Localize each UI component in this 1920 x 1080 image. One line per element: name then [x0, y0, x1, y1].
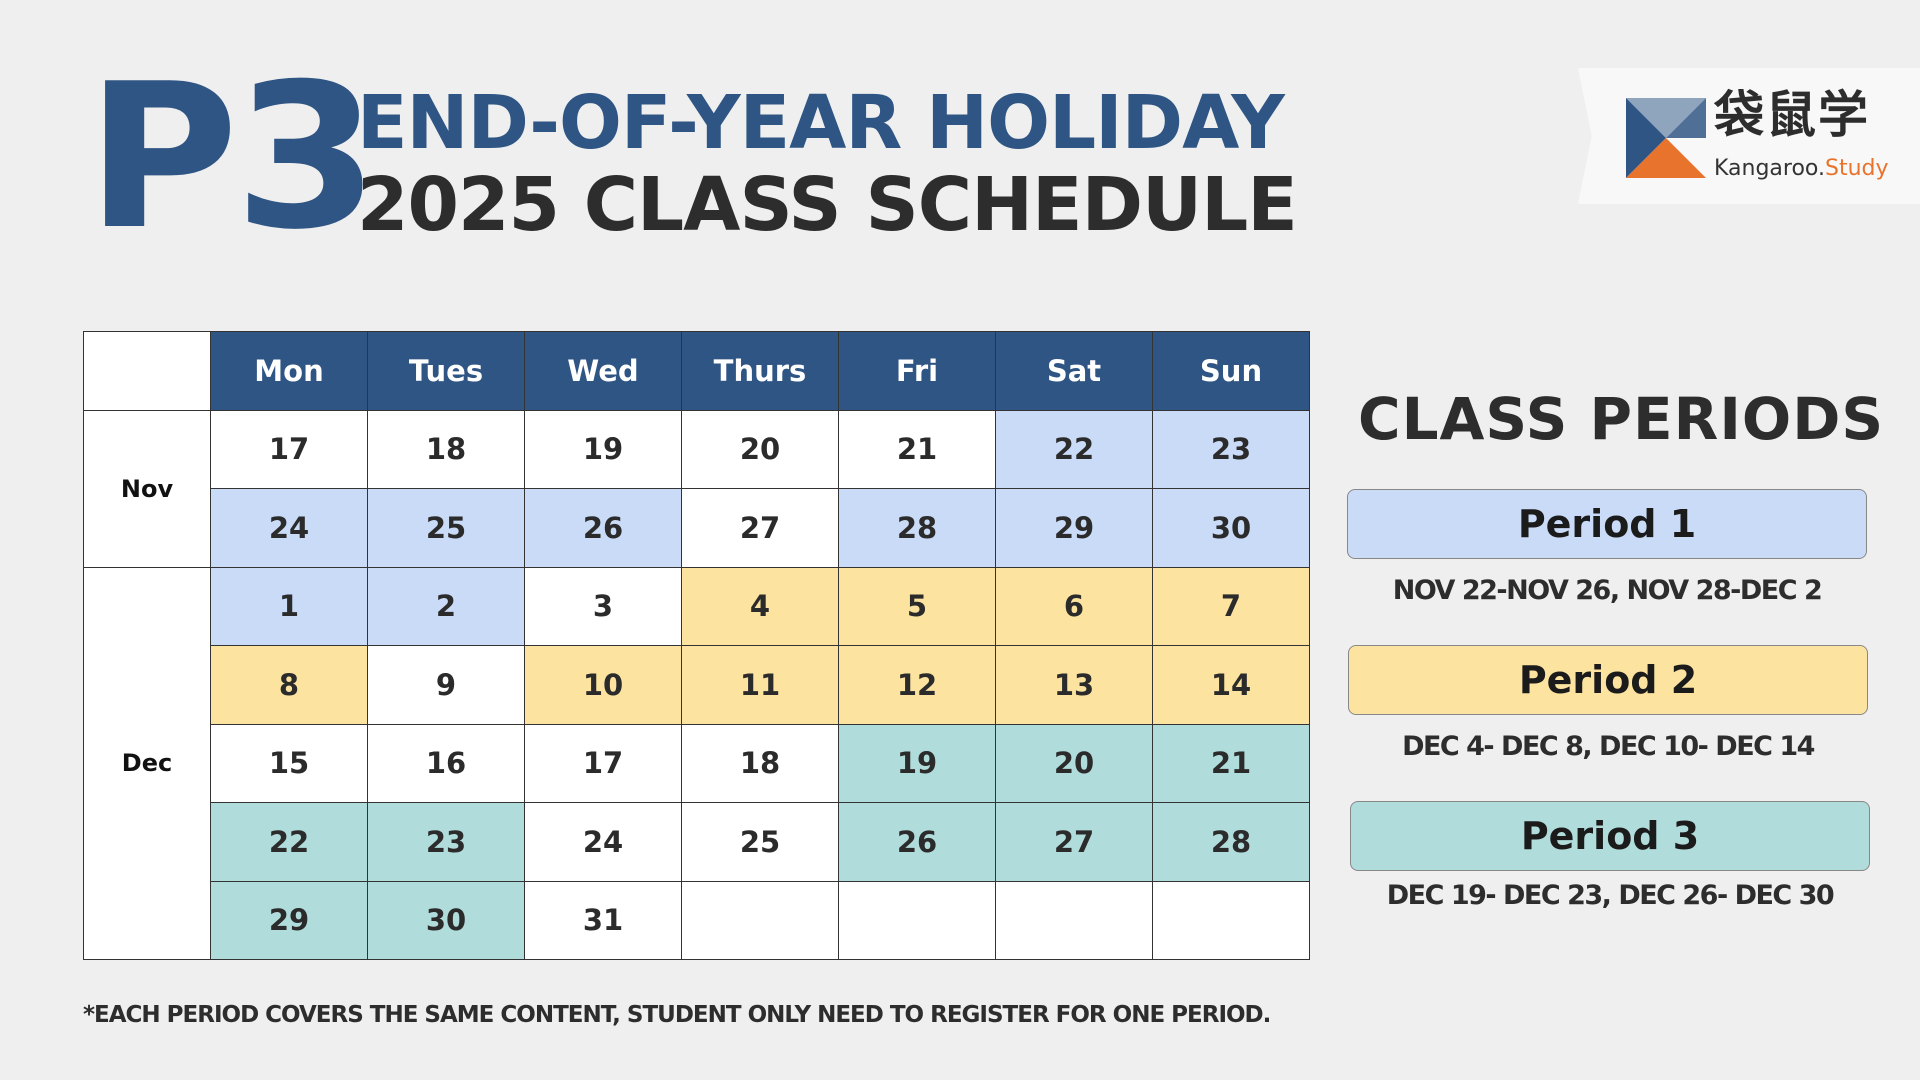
calendar-day-cell: 8 — [210, 645, 368, 725]
calendar-day-cell: 19 — [524, 409, 682, 489]
calendar-day-cell: 25 — [681, 802, 839, 882]
calendar-day-cell: 2 — [367, 566, 525, 646]
calendar-week-row: 8 9 10 11 12 13 14 — [84, 645, 1310, 725]
calendar-day-cell: 31 — [524, 880, 682, 960]
calendar-day-cell: 7 — [1152, 566, 1310, 646]
calendar-day-cell: 5 — [838, 566, 996, 646]
title-line-1: END-OF-YEAR HOLIDAY — [357, 80, 1285, 166]
calendar-day-cell: 27 — [995, 802, 1153, 882]
calendar-day-cell: 14 — [1152, 645, 1310, 725]
period-1-pill: Period 1 — [1347, 489, 1867, 559]
period-1-dates: NOV 22-NOV 26, NOV 28-DEC 2 — [1392, 575, 1823, 606]
calendar-week-row: Dec 1 2 3 4 5 6 7 — [83, 566, 1310, 960]
calendar-day-cell: 18 — [681, 723, 839, 803]
logo-english-text: Kangaroo.Study — [1714, 158, 1889, 180]
calendar-day-cell: 3 — [524, 566, 682, 646]
logo-english-suffix: Study — [1825, 156, 1889, 181]
class-periods-title: CLASS PERIODS — [1358, 385, 1885, 453]
calendar-day-cell: 16 — [367, 723, 525, 803]
calendar-day-cell: 29 — [995, 488, 1153, 568]
holiday-calendar: Mon Tues Wed Thurs Fri Sat Sun Nov 17 18 19… — [83, 331, 1310, 960]
weekday-header: Wed — [524, 331, 682, 411]
calendar-empty-cell — [838, 880, 996, 960]
period-2-pill: Period 2 — [1348, 645, 1868, 715]
weekday-header: Fri — [838, 331, 996, 411]
calendar-day-cell: 19 — [838, 723, 996, 803]
weekday-header: Sat — [995, 331, 1153, 411]
calendar-day-cell: 13 — [995, 645, 1153, 725]
calendar-day-cell: 22 — [995, 409, 1153, 489]
weekday-header-row: Mon Tues Wed Thurs Fri Sat Sun — [83, 331, 1310, 411]
kangaroo-logo-icon — [1626, 98, 1706, 178]
calendar-day-cell: 17 — [524, 723, 682, 803]
calendar-day-cell: 26 — [838, 802, 996, 882]
title-line-2: 2025 CLASS SCHEDULE — [357, 162, 1298, 248]
calendar-week-row: 22 23 24 25 26 27 28 — [84, 802, 1310, 882]
period-3-dates: DEC 19- DEC 23, DEC 26- DEC 30 — [1386, 880, 1835, 911]
calendar-day-cell: 22 — [210, 802, 368, 882]
logo-chinese-text: 袋鼠学 — [1714, 86, 1870, 144]
logo-english-prefix: Kangaroo. — [1714, 156, 1825, 181]
weekday-header: Sun — [1152, 331, 1310, 411]
calendar-empty-cell — [995, 880, 1153, 960]
calendar-day-cell: 20 — [681, 409, 839, 489]
calendar-day-cell: 25 — [367, 488, 525, 568]
calendar-day-cell: 15 — [210, 723, 368, 803]
calendar-day-cell: 1 — [210, 566, 368, 646]
corner-cell — [83, 331, 211, 411]
calendar-empty-cell — [681, 880, 839, 960]
month-label: Nov — [83, 409, 211, 568]
calendar-day-cell: 21 — [838, 409, 996, 489]
calendar-day-cell: 26 — [524, 488, 682, 568]
grade-label: P3 — [86, 41, 379, 274]
calendar-day-cell: 28 — [1152, 802, 1310, 882]
period-2-dates: DEC 4- DEC 8, DEC 10- DEC 14 — [1402, 731, 1815, 762]
weekday-header: Tues — [367, 331, 525, 411]
period-3-pill: Period 3 — [1350, 801, 1870, 871]
calendar-week-row: 15 16 17 18 19 20 21 — [84, 723, 1310, 803]
calendar-day-cell: 12 — [838, 645, 996, 725]
weekday-header: Thurs — [681, 331, 839, 411]
calendar-day-cell: 23 — [367, 802, 525, 882]
calendar-day-cell: 20 — [995, 723, 1153, 803]
calendar-day-cell: 30 — [367, 880, 525, 960]
calendar-day-cell: 18 — [367, 409, 525, 489]
footnote: *EACH PERIOD COVERS THE SAME CONTENT, ST… — [83, 1002, 1271, 1028]
calendar-week-row: Nov 17 18 19 20 21 22 23 — [83, 409, 1310, 568]
calendar-day-cell: 17 — [210, 409, 368, 489]
calendar-day-cell: 11 — [681, 645, 839, 725]
weekday-header: Mon — [210, 331, 368, 411]
calendar-empty-cell — [1152, 880, 1310, 960]
calendar-day-cell: 23 — [1152, 409, 1310, 489]
calendar-day-cell: 30 — [1152, 488, 1310, 568]
calendar-day-cell: 28 — [838, 488, 996, 568]
calendar-day-cell: 10 — [524, 645, 682, 725]
brand-logo: 袋鼠学 Kangaroo.Study — [1578, 68, 1920, 204]
calendar-day-cell: 27 — [681, 488, 839, 568]
calendar-day-cell: 21 — [1152, 723, 1310, 803]
calendar-day-cell: 29 — [210, 880, 368, 960]
calendar-day-cell: 4 — [681, 566, 839, 646]
calendar-day-cell: 24 — [524, 802, 682, 882]
calendar-day-cell: 24 — [210, 488, 368, 568]
calendar-week-row: 29 30 31 — [84, 880, 1310, 960]
calendar-day-cell: 9 — [367, 645, 525, 725]
calendar-day-cell: 6 — [995, 566, 1153, 646]
calendar-week-row: 24 25 26 27 28 29 30 — [84, 488, 1310, 568]
month-label: Dec — [83, 566, 211, 960]
